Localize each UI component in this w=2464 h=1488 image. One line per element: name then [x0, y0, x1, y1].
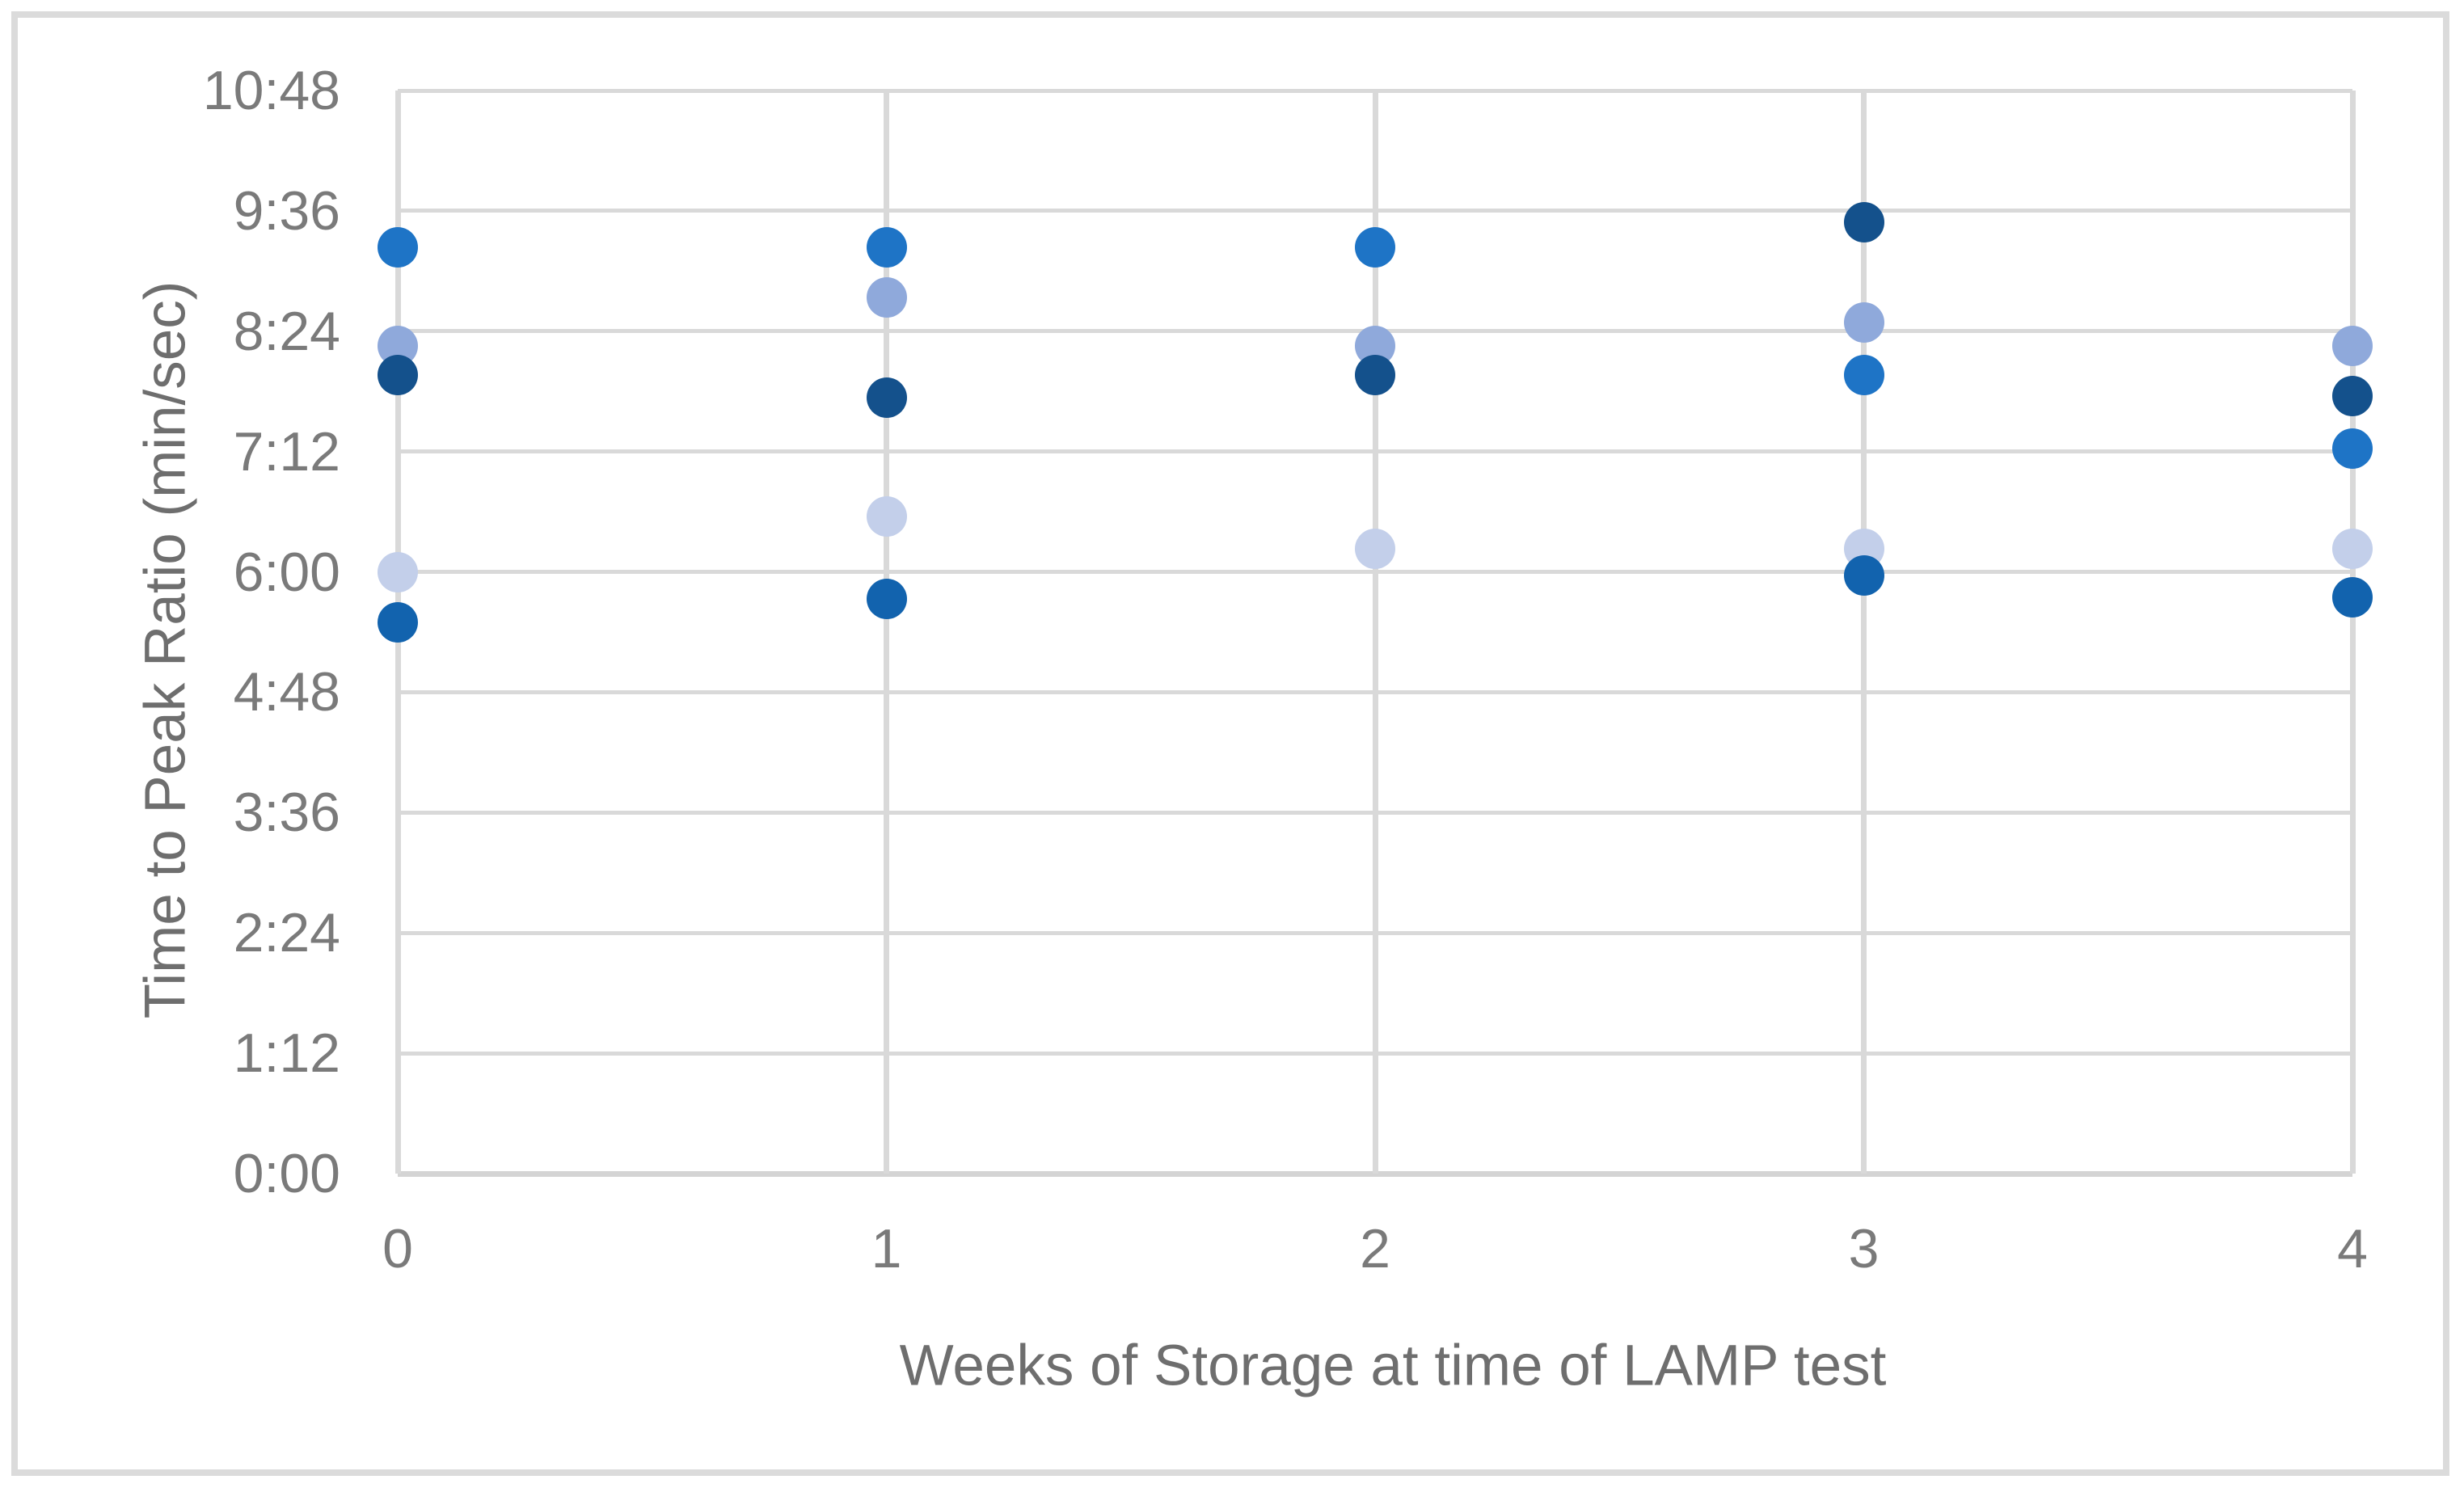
data-point-sample-pale-blue: [2332, 528, 2373, 569]
data-point-sample-medium-blue: [866, 227, 907, 268]
y-tick-label: 4:48: [233, 661, 340, 723]
y-tick-label: 1:12: [233, 1022, 340, 1085]
data-point-sample-dark-navy: [866, 377, 907, 419]
x-tick-label: 1: [871, 1218, 902, 1279]
x-tick-label: 3: [1848, 1218, 1880, 1279]
data-point-sample-deep-blue: [1843, 554, 1884, 596]
data-point-sample-medium-blue: [1843, 354, 1884, 395]
x-tick-label: 4: [2337, 1218, 2368, 1279]
plot-area: [378, 88, 2373, 1177]
data-point-sample-deep-blue: [2332, 576, 2373, 618]
x-gridline: [884, 91, 889, 1174]
y-tick-label: 8:24: [233, 300, 340, 362]
y-tick-label: 0:00: [233, 1143, 340, 1204]
x-gridline: [1372, 91, 1378, 1174]
x-gridline: [1861, 91, 1867, 1174]
data-point-sample-deep-blue: [866, 578, 907, 619]
y-gridline: [398, 1170, 2352, 1177]
data-point-sample-dark-navy: [1843, 202, 1884, 243]
x-tick-label: 0: [382, 1218, 413, 1279]
data-point-sample-dark-navy: [2332, 376, 2373, 417]
data-point-sample-pale-blue: [866, 496, 907, 537]
data-point-sample-pale-blue: [378, 551, 418, 592]
y-tick-label: 3:36: [233, 782, 340, 844]
data-point-sample-light-periwinkle: [1843, 302, 1884, 344]
y-tick-label: 6:00: [233, 541, 340, 603]
x-axis-title: Weeks of Storage at time of LAMP test: [899, 1334, 1887, 1398]
data-point-sample-pale-blue: [1355, 528, 1395, 569]
y-tick-label: 10:48: [202, 60, 340, 121]
data-point-sample-medium-blue: [1355, 227, 1395, 268]
chart-frame: Time to Peak Ratio (min/sec) 0:00 1:12 2:2…: [11, 11, 2449, 1476]
data-point-sample-medium-blue: [378, 227, 418, 268]
x-tick-label: 2: [1360, 1218, 1390, 1279]
data-point-sample-light-periwinkle: [866, 277, 907, 318]
x-gridline: [2349, 91, 2356, 1174]
y-tick-label: 9:36: [233, 179, 340, 242]
data-point-sample-deep-blue: [378, 601, 418, 643]
data-point-sample-medium-blue: [2332, 428, 2373, 469]
data-point-sample-light-periwinkle: [2332, 326, 2373, 367]
data-point-sample-dark-navy: [1355, 354, 1395, 395]
data-point-sample-dark-navy: [378, 354, 418, 395]
y-tick-label: 2:24: [233, 902, 340, 964]
y-tick-label: 7:12: [233, 420, 340, 483]
